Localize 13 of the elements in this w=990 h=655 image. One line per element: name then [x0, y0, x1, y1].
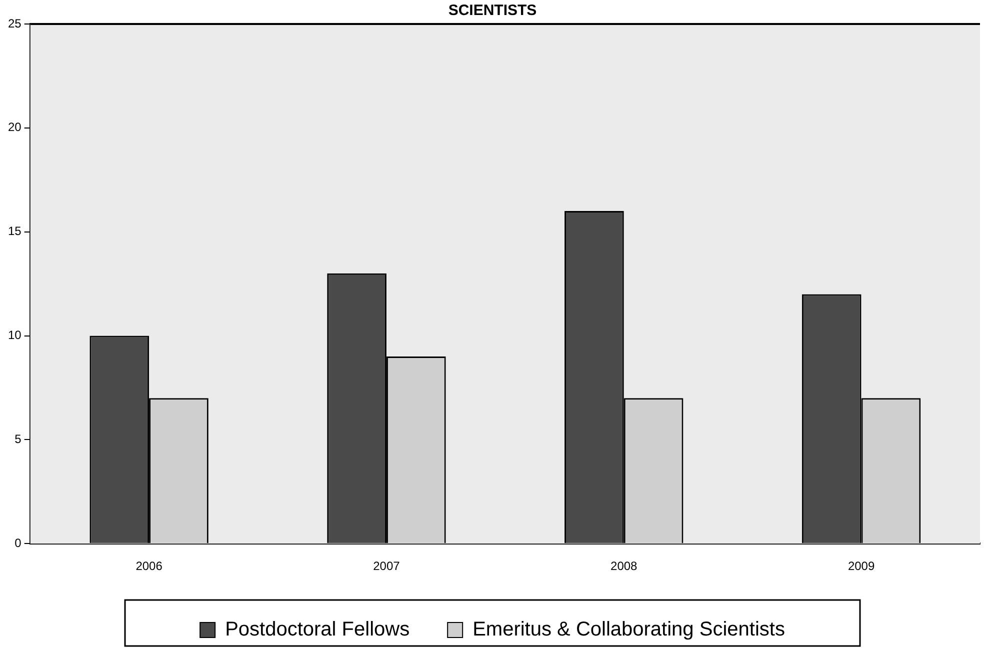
- x-tick-label: 2007: [373, 559, 400, 574]
- x-tick-label: 2009: [848, 559, 875, 574]
- chart-title: SCIENTISTS: [448, 2, 537, 20]
- x-tick-label: 2006: [136, 559, 163, 574]
- y-tick-label: 5: [14, 432, 22, 446]
- y-tick-label: 20: [8, 120, 22, 134]
- y-tick-label: 10: [8, 328, 22, 342]
- legend-label: Emeritus & Collaborating Scientists: [472, 618, 785, 641]
- y-tick-label: 0: [14, 536, 22, 550]
- y-tick-label: 25: [8, 16, 22, 30]
- x-tick-label: 2008: [610, 559, 638, 574]
- y-tick-label: 15: [8, 224, 22, 238]
- legend-label: Postdoctoral Fellows: [225, 618, 410, 641]
